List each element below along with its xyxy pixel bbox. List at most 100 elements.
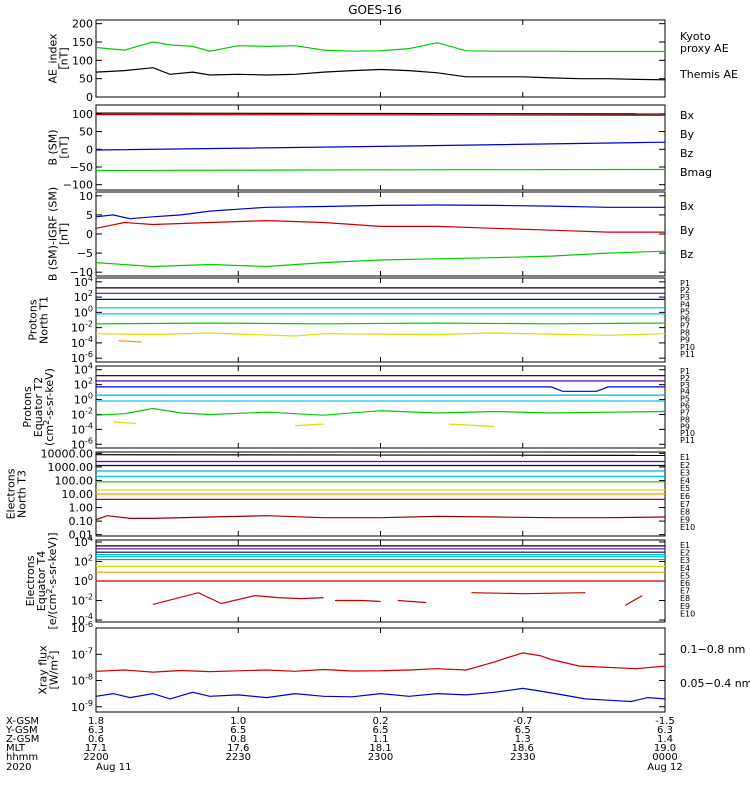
y-axis-label: AE_index <box>47 33 60 84</box>
y-axis-label: Electrons <box>5 468 18 519</box>
legend-item: E1 <box>680 453 690 462</box>
legend-item: E9 <box>680 515 690 524</box>
footer-cell: 1.1 <box>373 734 389 745</box>
y-axis-label: (cm2-s-sr-keV) <box>42 368 56 446</box>
legend-item: Bz <box>680 147 694 160</box>
footer-cell: 1.8 <box>88 716 104 727</box>
legend-item: Bx <box>680 200 695 213</box>
y-tick-label: 10-2 <box>71 406 93 421</box>
y-tick-label: 0.10 <box>69 515 94 528</box>
y-tick-label: 10-8 <box>71 673 93 688</box>
footer-cell: 6.3 <box>88 725 104 736</box>
series-p6 <box>95 322 666 325</box>
legend-item: E9 <box>680 602 690 611</box>
panel-frame <box>95 277 666 363</box>
legend-item: E1 <box>680 541 690 550</box>
legend-item: P11 <box>680 436 695 445</box>
legend-item: Bx <box>680 109 695 122</box>
footer-cell: 6.5 <box>373 725 389 736</box>
y-tick-label: 10-4 <box>71 612 93 627</box>
legend-item: proxy AE <box>680 42 729 55</box>
legend-item: E10 <box>680 523 695 532</box>
footer-cell: 0.8 <box>230 734 246 745</box>
y-tick-label: 100 <box>74 573 93 588</box>
y-tick-label: 100.00 <box>55 474 94 487</box>
legend-item: E7 <box>680 587 690 596</box>
legend-item: P11 <box>680 350 695 359</box>
y-tick-label: 10-2 <box>71 320 93 335</box>
series-themis-ae <box>95 67 666 81</box>
legend-item: E6 <box>680 579 690 588</box>
y-tick-label: 10-4 <box>71 421 93 436</box>
y-tick-label: 5 <box>86 209 93 222</box>
y-tick-label: 10.00 <box>62 488 94 501</box>
y-tick-label: 0 <box>86 143 93 156</box>
legend-item: E2 <box>680 461 690 470</box>
legend-item: P1 <box>680 367 690 376</box>
y-tick-label: −100 <box>63 179 93 192</box>
y-tick-label: 100 <box>72 108 93 121</box>
footer-row-label: 2020 <box>6 762 31 773</box>
legend-item: P5 <box>680 307 690 316</box>
series-p7 <box>113 421 136 424</box>
footer-cell: 6.3 <box>657 725 673 736</box>
legend-item: E8 <box>680 508 690 517</box>
panel-xray: 10-6 10-7 10-8 10-9 Xray flux[W/m2] 0.1−0.8 n… <box>37 620 750 714</box>
y-axis-label: B (SM)-IGRF (SM) <box>47 187 60 281</box>
footer-cell: 0000 <box>652 752 677 763</box>
series-0-05-0-4-nm <box>95 687 666 703</box>
series-bz <box>95 113 666 116</box>
footer-cell: 2230 <box>226 752 251 763</box>
y-tick-label: 50 <box>79 73 93 86</box>
legend-item: 0.1−0.8 nm <box>680 643 745 656</box>
panel-bigrf: 10 5 0 −5 −10 B (SM)-IGRF (SM)[nT] Bx By Bz <box>47 187 695 281</box>
y-tick-label: 104 <box>74 534 93 549</box>
footer-cell: 6.5 <box>230 725 246 736</box>
series-e10d <box>471 592 586 595</box>
footer-cell: 18.1 <box>369 743 391 754</box>
y-axis-label: Electrons <box>24 555 37 606</box>
legend-item: E8 <box>680 594 690 603</box>
figure-title: GOES-16 <box>348 3 402 17</box>
legend-item: E6 <box>680 492 690 501</box>
y-tick-label: 102 <box>74 553 93 568</box>
legend-item: P7 <box>680 322 690 331</box>
y-tick-label: 102 <box>74 289 93 304</box>
footer-cell: 2330 <box>510 752 535 763</box>
legend-item: E3 <box>680 469 690 478</box>
series-bmag <box>95 112 666 115</box>
panel-frame <box>95 365 666 449</box>
footer-cell: 2200 <box>83 752 108 763</box>
legend-item: P2 <box>680 374 690 383</box>
legend-item: E10 <box>680 609 695 618</box>
y-tick-label: 0 <box>86 228 93 241</box>
y-tick-label: 10-2 <box>71 593 93 608</box>
legend-item: By <box>680 128 695 141</box>
y-axis-label: [e/(cm2-s-sr-keV)] <box>45 533 59 630</box>
y-axis-label: Xray flux <box>37 645 50 695</box>
panel-frame <box>95 19 666 98</box>
y-axis-label: [nT] <box>58 47 71 69</box>
series-bx <box>95 141 666 151</box>
footer-cell: 19.0 <box>654 743 676 754</box>
y-axis-label: Equator T4 <box>35 551 48 611</box>
y-tick-label: 104 <box>74 274 93 289</box>
legend-item: By <box>680 224 695 237</box>
legend-item: P2 <box>680 286 690 295</box>
y-tick-label: 1000.00 <box>48 461 94 474</box>
y-tick-label: 10-6 <box>71 436 93 451</box>
footer-cell: Aug 11 <box>96 762 131 773</box>
footer-cell: 0.6 <box>88 734 104 745</box>
y-axis-label: B (SM) <box>47 129 60 165</box>
legend-item: E5 <box>680 484 690 493</box>
y-tick-label: 104 <box>74 362 93 377</box>
series-by <box>95 250 666 268</box>
y-tick-label: 10 <box>79 190 93 203</box>
legend-item: P4 <box>680 300 690 309</box>
series-p8 <box>295 423 324 427</box>
series-by <box>95 168 666 172</box>
y-tick-label: 200 <box>72 18 93 31</box>
